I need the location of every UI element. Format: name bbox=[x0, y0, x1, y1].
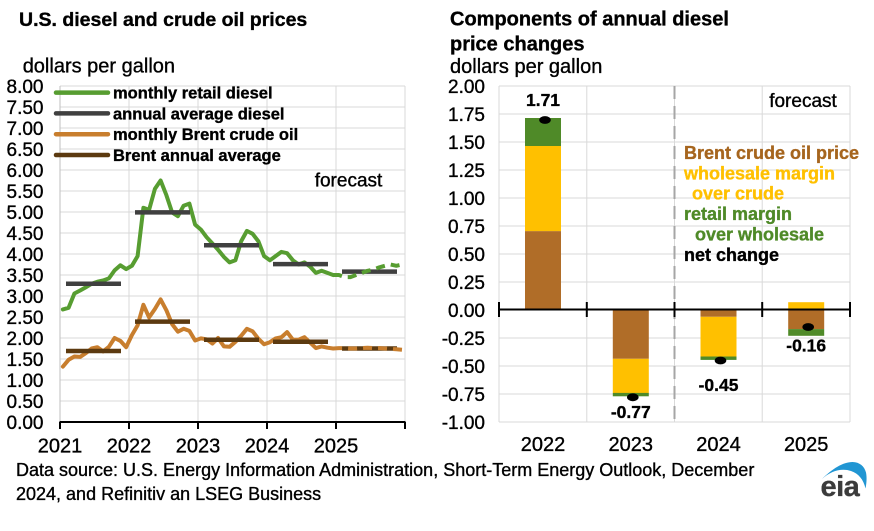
svg-text:3.50: 3.50 bbox=[7, 266, 44, 287]
svg-text:8.00: 8.00 bbox=[7, 77, 44, 98]
svg-text:-0.16: -0.16 bbox=[786, 336, 826, 356]
svg-text:monthly retail diesel: monthly retail diesel bbox=[113, 85, 273, 103]
svg-text:0.00: 0.00 bbox=[7, 413, 44, 434]
svg-text:-1.00: -1.00 bbox=[442, 413, 485, 434]
svg-text:0.50: 0.50 bbox=[448, 245, 485, 266]
svg-text:Brent annual average: Brent annual average bbox=[113, 147, 281, 165]
svg-text:2024, and Refinitiv an LSEG Bu: 2024, and Refinitiv an LSEG Business bbox=[16, 484, 321, 504]
svg-text:2.00: 2.00 bbox=[7, 329, 44, 350]
svg-text:2022: 2022 bbox=[521, 434, 566, 456]
svg-text:1.00: 1.00 bbox=[7, 371, 44, 392]
svg-text:-0.50: -0.50 bbox=[442, 357, 485, 378]
svg-text:0.50: 0.50 bbox=[7, 392, 44, 413]
svg-text:wholesale margin: wholesale margin bbox=[683, 163, 835, 183]
svg-text:-0.75: -0.75 bbox=[442, 385, 485, 406]
svg-text:Data source: U.S. Energy Infor: Data source: U.S. Energy Information Adm… bbox=[16, 460, 754, 480]
svg-text:2023: 2023 bbox=[609, 434, 654, 456]
svg-text:2025: 2025 bbox=[784, 434, 829, 456]
svg-text:dollars per gallon: dollars per gallon bbox=[23, 56, 175, 78]
svg-text:dollars per gallon: dollars per gallon bbox=[450, 56, 602, 78]
svg-text:-0.77: -0.77 bbox=[611, 402, 651, 422]
svg-text:Brent crude oil price: Brent crude oil price bbox=[684, 143, 859, 163]
svg-text:2025: 2025 bbox=[314, 436, 359, 458]
svg-text:2022: 2022 bbox=[107, 436, 152, 458]
svg-text:1.00: 1.00 bbox=[448, 189, 485, 210]
svg-text:Components of annual diesel: Components of annual diesel bbox=[450, 9, 729, 31]
svg-text:2021: 2021 bbox=[38, 436, 83, 458]
svg-text:eia: eia bbox=[821, 471, 861, 503]
svg-text:retail margin: retail margin bbox=[684, 204, 792, 224]
svg-text:0.00: 0.00 bbox=[448, 301, 485, 322]
svg-text:6.00: 6.00 bbox=[7, 161, 44, 182]
svg-text:4.00: 4.00 bbox=[7, 245, 44, 266]
svg-text:2024: 2024 bbox=[245, 436, 290, 458]
svg-text:2.50: 2.50 bbox=[7, 308, 44, 329]
svg-text:0.75: 0.75 bbox=[448, 217, 485, 238]
svg-text:annual average diesel: annual average diesel bbox=[113, 105, 285, 123]
svg-text:3.00: 3.00 bbox=[7, 287, 44, 308]
svg-text:monthly Brent crude oil: monthly Brent crude oil bbox=[113, 126, 298, 144]
svg-text:1.50: 1.50 bbox=[448, 133, 485, 154]
svg-text:price changes: price changes bbox=[450, 34, 585, 56]
svg-text:over wholesale: over wholesale bbox=[695, 225, 824, 245]
svg-text:4.50: 4.50 bbox=[7, 224, 44, 245]
svg-text:1.71: 1.71 bbox=[526, 90, 560, 110]
svg-text:0.25: 0.25 bbox=[448, 273, 485, 294]
svg-text:over crude: over crude bbox=[692, 184, 784, 204]
svg-text:-0.25: -0.25 bbox=[442, 329, 485, 350]
svg-text:5.00: 5.00 bbox=[7, 203, 44, 224]
svg-text:forecast: forecast bbox=[769, 91, 837, 112]
svg-text:7.50: 7.50 bbox=[7, 98, 44, 119]
svg-text:1.75: 1.75 bbox=[448, 105, 485, 126]
svg-text:U.S. diesel and crude oil pric: U.S. diesel and crude oil prices bbox=[19, 9, 307, 31]
svg-text:5.50: 5.50 bbox=[7, 182, 44, 203]
svg-text:2023: 2023 bbox=[176, 436, 221, 458]
svg-text:forecast: forecast bbox=[315, 170, 383, 191]
svg-text:net change: net change bbox=[684, 245, 779, 265]
svg-text:-0.45: -0.45 bbox=[699, 375, 739, 395]
svg-text:2024: 2024 bbox=[696, 434, 741, 456]
svg-text:2.00: 2.00 bbox=[448, 77, 485, 98]
svg-text:6.50: 6.50 bbox=[7, 140, 44, 161]
svg-text:1.25: 1.25 bbox=[448, 161, 485, 182]
svg-text:7.00: 7.00 bbox=[7, 119, 44, 140]
svg-text:1.50: 1.50 bbox=[7, 350, 44, 371]
